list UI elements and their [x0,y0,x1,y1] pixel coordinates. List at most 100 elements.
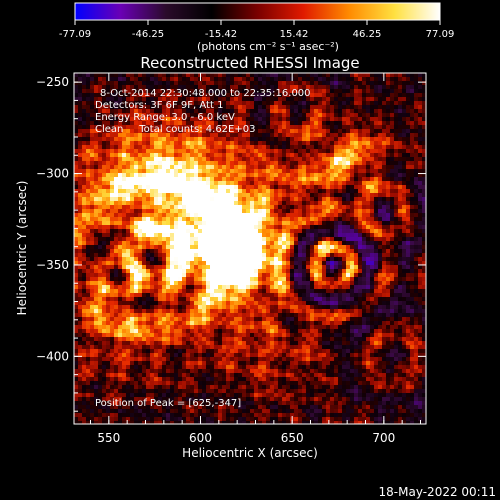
heatmap-cell [238,369,243,374]
heatmap-cell [94,397,99,402]
heatmap-cell [202,177,207,182]
heatmap-cell [178,225,183,230]
heatmap-cell [266,301,271,306]
heatmap-cell [178,333,183,338]
heatmap-cell [158,93,163,98]
heatmap-cell [254,197,259,202]
heatmap-cell [282,245,287,250]
heatmap-cell [86,317,91,322]
heatmap-cell [142,217,147,222]
heatmap-cell [142,345,147,350]
heatmap-cell [134,369,139,374]
heatmap-cell [246,73,251,78]
heatmap-cell [282,181,287,186]
heatmap-cell [218,269,223,274]
heatmap-cell [106,297,111,302]
heatmap-cell [166,365,171,370]
heatmap-cell [170,81,175,86]
heatmap-cell [246,273,251,278]
heatmap-cell [214,169,219,174]
heatmap-cell [174,349,179,354]
heatmap-cell [166,117,171,122]
heatmap-cell [242,277,247,282]
heatmap-cell [226,245,231,250]
heatmap-cell [162,321,167,326]
heatmap-cell [118,317,123,322]
heatmap-cell [238,357,243,362]
heatmap-cell [106,237,111,242]
heatmap-cell [158,281,163,286]
heatmap-cell [130,377,135,382]
heatmap-cell [82,257,87,262]
heatmap-cell [198,321,203,326]
heatmap-cell [178,373,183,378]
heatmap-cell [226,377,231,382]
heatmap-cell [86,157,91,162]
heatmap-cell [238,213,243,218]
heatmap-cell [206,309,211,314]
heatmap-cell [222,101,227,106]
heatmap-cell [246,89,251,94]
heatmap-cell [178,85,183,90]
heatmap-cell [262,305,267,310]
heatmap-cell [274,293,279,298]
heatmap-cell [230,281,235,286]
heatmap-cell [106,205,111,210]
heatmap-cell [206,373,211,378]
heatmap-cell [266,77,271,82]
heatmap-cell [258,405,263,410]
heatmap-cell [266,161,271,166]
heatmap-cell [126,281,131,286]
heatmap-cell [298,173,303,178]
heatmap-cell [126,201,131,206]
heatmap-cell [150,161,155,166]
heatmap-cell [142,213,147,218]
heatmap-cell [170,241,175,246]
heatmap-cell [270,221,275,226]
heatmap-cell [298,165,303,170]
heatmap-cell [274,413,279,418]
heatmap-cell [154,125,159,130]
heatmap-cell [266,73,271,78]
heatmap-cell [294,145,299,150]
heatmap-cell [106,157,111,162]
heatmap-cell [134,81,139,86]
heatmap-cell [186,357,191,362]
heatmap-cell [190,233,195,238]
heatmap-cell [178,289,183,294]
heatmap-cell [162,385,167,390]
heatmap-cell [266,333,271,338]
heatmap-cell [110,249,115,254]
heatmap-cell [294,373,299,378]
heatmap-cell [210,369,215,374]
heatmap-cell [254,377,259,382]
heatmap-cell [230,361,235,366]
heatmap-cell [142,317,147,322]
heatmap-cell [178,81,183,86]
heatmap-cell [170,133,175,138]
heatmap-cell [218,421,223,424]
heatmap-cell [262,241,267,246]
heatmap-cell [246,257,251,262]
heatmap-cell [274,237,279,242]
heatmap-cell [266,137,271,142]
heatmap-cell [254,145,259,150]
heatmap-cell [202,165,207,170]
heatmap-cell [146,105,151,110]
heatmap-cell [98,369,103,374]
heatmap-cell [150,297,155,302]
heatmap-cell [298,257,303,262]
heatmap-cell [246,153,251,158]
heatmap-cell [150,265,155,270]
heatmap-cell [198,261,203,266]
heatmap-cell [218,229,223,234]
heatmap-cell [270,309,275,314]
heatmap-cell [194,297,199,302]
heatmap-cell [298,161,303,166]
heatmap-cell [222,345,227,350]
heatmap-cell [222,221,227,226]
heatmap-cell [202,281,207,286]
heatmap-cell [122,201,127,206]
heatmap-cell [230,213,235,218]
heatmap-cell [202,401,207,406]
